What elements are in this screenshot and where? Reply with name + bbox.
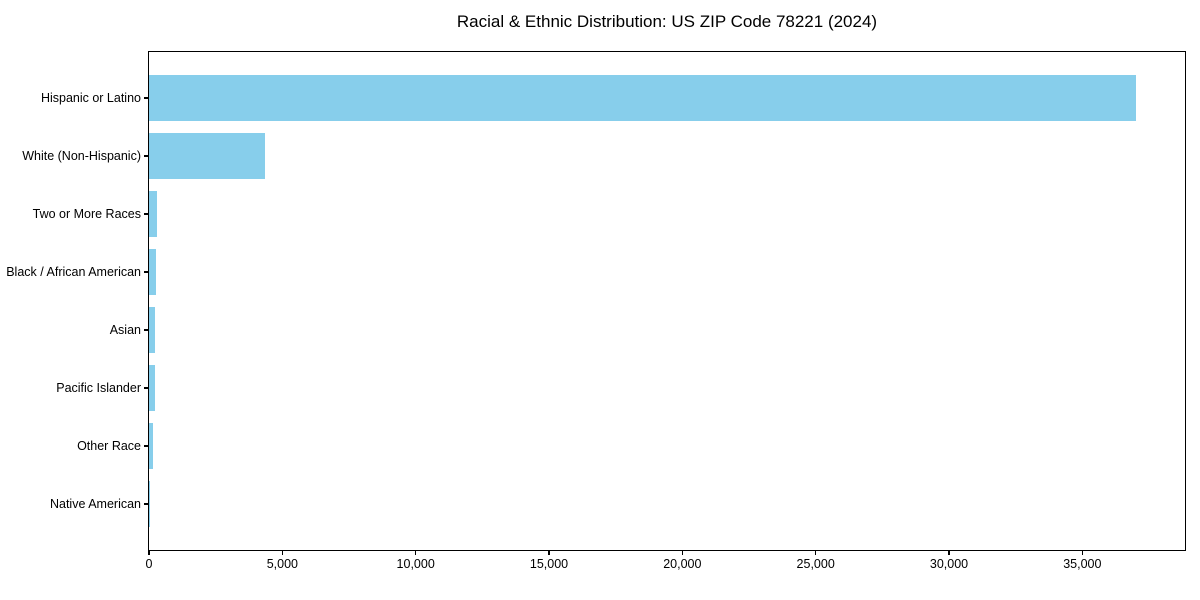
y-axis-label: Hispanic or Latino: [40, 90, 141, 105]
y-tick: [144, 213, 148, 215]
bar: [149, 248, 156, 295]
y-tick: [144, 271, 148, 273]
y-tick: [144, 387, 148, 389]
x-axis-tick-label: 0: [145, 557, 153, 571]
y-axis-label: Asian: [109, 323, 141, 338]
bar: [149, 307, 155, 354]
y-axis-label: White (Non-Hispanic): [22, 148, 141, 163]
y-tick: [144, 97, 148, 99]
x-tick: [948, 551, 950, 555]
x-axis-tick-label: 35,000: [1063, 557, 1102, 571]
y-tick: [144, 329, 148, 331]
y-tick: [144, 503, 148, 505]
x-axis-tick-label: 10,000: [396, 557, 435, 571]
x-tick: [814, 551, 817, 555]
bar: [149, 190, 157, 237]
x-tick: [281, 551, 284, 555]
x-axis-tick-label: 15,000: [529, 557, 569, 571]
x-tick: [148, 551, 150, 555]
bar: [149, 74, 1136, 121]
bar: [149, 481, 150, 528]
y-axis-label: Black / African American: [6, 264, 141, 279]
y-tick: [144, 445, 148, 447]
bar: [149, 365, 155, 412]
x-tick: [1081, 551, 1084, 555]
y-axis-label: Other Race: [77, 439, 141, 454]
x-tick: [414, 551, 417, 555]
x-axis-tick-label: 30,000: [929, 557, 969, 571]
y-axis-label: Pacific Islander: [56, 381, 141, 396]
x-tick: [548, 551, 550, 555]
x-tick: [681, 551, 684, 555]
plot-area: Hispanic or Latino White (Non-Hispanic) Tw…: [6, 51, 1186, 571]
bar: [149, 132, 265, 179]
chart-title: Racial & Ethnic Distribution: US ZIP Cod…: [456, 12, 878, 31]
y-axis-label: Two or More Races: [32, 206, 141, 221]
bar: [149, 423, 154, 470]
y-axis-label: Native American: [49, 497, 141, 512]
y-tick: [144, 155, 148, 157]
x-axis-tick-label: 5,000: [266, 557, 298, 571]
x-axis-tick-label: 25,000: [796, 557, 835, 571]
x-axis-tick-label: 20,000: [663, 557, 702, 571]
